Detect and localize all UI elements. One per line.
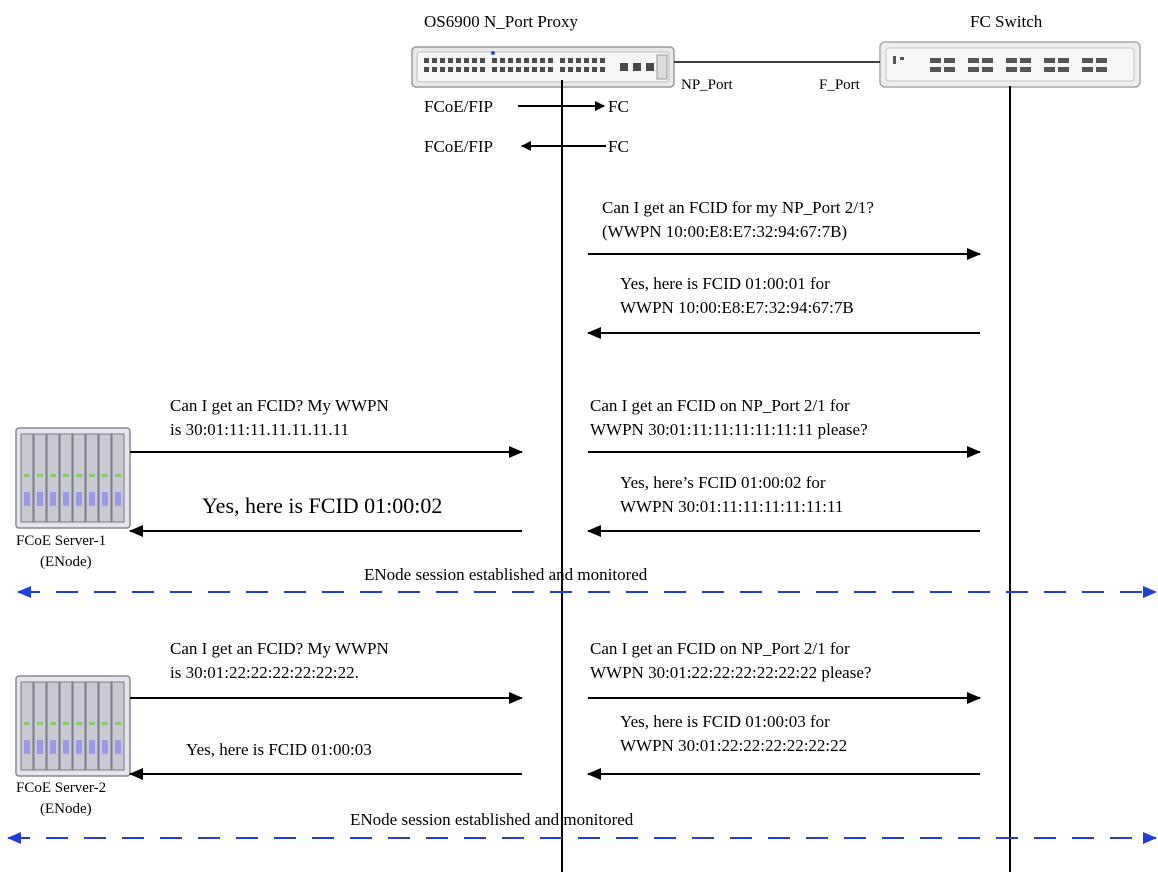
msg-s1-request-line2: is 30:01:11:11.11.11.11.11 [170, 420, 349, 439]
f-port-label: F_Port [819, 77, 861, 93]
server1-name: FCoE Server-1 [16, 533, 106, 549]
session1-label: ENode session established and monitored [364, 565, 648, 584]
msg-s2-reply-line1: Yes, here is FCID 01:00:03 for [620, 712, 830, 731]
server2-role: (ENode) [40, 801, 92, 817]
msg-s1-request-line1: Can I get an FCID? My WWPN [170, 396, 389, 415]
msg-np-request-line2: (WWPN 10:00:E8:E7:32:94:67:7B) [602, 222, 847, 241]
legend-row2-left: FCoE/FIP [424, 137, 493, 156]
msg-s1-reply-line1: Yes, here’s FCID 01:00:02 for [620, 473, 826, 492]
proxy-label: OS6900 N_Port Proxy [424, 12, 578, 31]
msg-s1-reply-line2: WWPN 30:01:11:11:11:11:11:11 [620, 497, 843, 516]
fcoe-server-2-icon [15, 675, 131, 777]
msg-s2-request-line1: Can I get an FCID? My WWPN [170, 639, 389, 658]
legend-row1-right: FC [608, 97, 629, 116]
os6900-switch-icon [411, 46, 675, 88]
msg-s1-forward-line2: WWPN 30:01:11:11:11:11:11:11 please? [590, 420, 868, 439]
fcoe-server-1-icon [15, 427, 131, 529]
legend-row2-right: FC [608, 137, 629, 156]
server1-role: (ENode) [40, 554, 92, 570]
msg-np-reply-line1: Yes, here is FCID 01:00:01 for [620, 274, 830, 293]
session2-label: ENode session established and monitored [350, 810, 634, 829]
fc-switch-icon [879, 41, 1141, 88]
msg-s2-answer: Yes, here is FCID 01:00:03 [186, 740, 372, 759]
fc-switch-label: FC Switch [970, 12, 1043, 31]
msg-s2-forward-line2: WWPN 30:01:22:22:22:22:22:22 please? [590, 663, 871, 682]
msg-np-request-line1: Can I get an FCID for my NP_Port 2/1? [602, 198, 874, 217]
msg-s2-forward-line1: Can I get an FCID on NP_Port 2/1 for [590, 639, 850, 658]
msg-s1-answer: Yes, here is FCID 01:00:02 [202, 493, 442, 518]
msg-s2-request-line2: is 30:01:22:22:22:22:22:22. [170, 663, 359, 682]
msg-np-reply-line2: WWPN 10:00:E8:E7:32:94:67:7B [620, 298, 854, 317]
np-port-label: NP_Port [681, 77, 734, 93]
legend-row1-left: FCoE/FIP [424, 97, 493, 116]
server2-name: FCoE Server-2 [16, 780, 106, 796]
msg-s1-forward-line1: Can I get an FCID on NP_Port 2/1 for [590, 396, 850, 415]
msg-s2-reply-line2: WWPN 30:01:22:22:22:22:22:22 [620, 736, 847, 755]
